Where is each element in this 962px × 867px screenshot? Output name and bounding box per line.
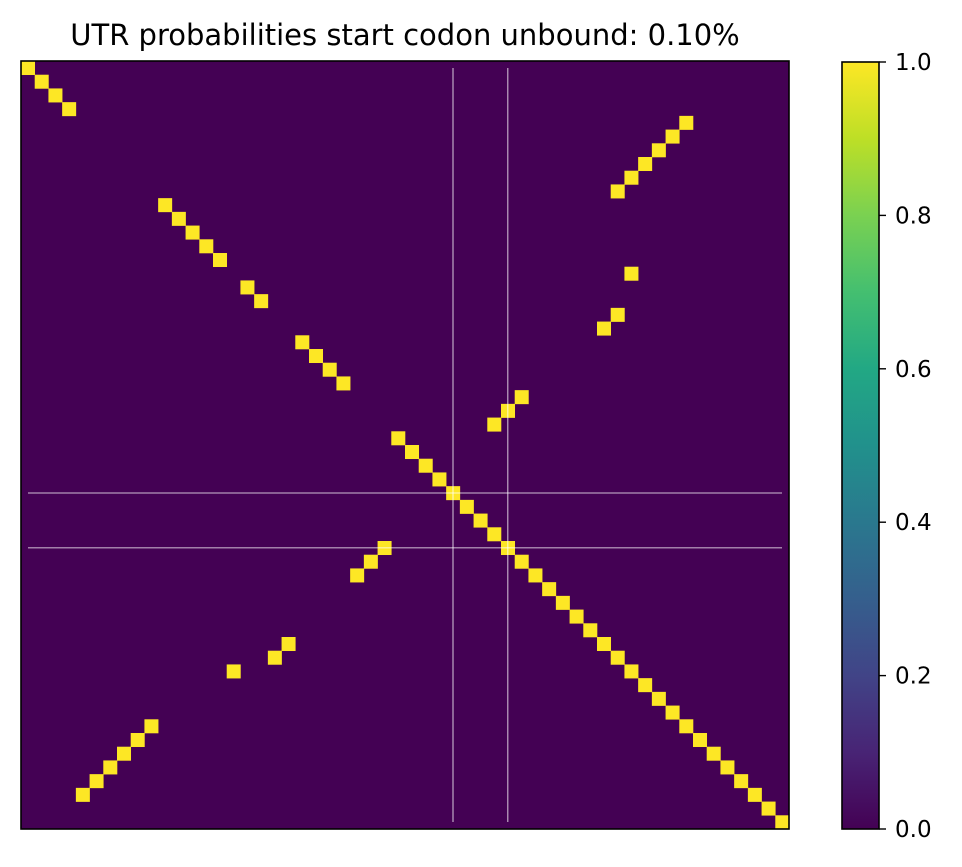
- colorbar-frame: [841, 61, 880, 830]
- heatmap-cell: [514, 390, 529, 405]
- heatmap-cell: [432, 472, 447, 487]
- heatmap-cell: [487, 417, 502, 432]
- heatmap-cell: [638, 157, 653, 172]
- heatmap-cell: [638, 678, 653, 693]
- heatmap-cell: [48, 88, 63, 103]
- heatmap-cell: [679, 719, 694, 734]
- heatmap-cell: [144, 719, 159, 734]
- heatmap-cell: [226, 664, 241, 679]
- heatmap-cell: [158, 198, 173, 213]
- heatmap-cell: [473, 513, 488, 528]
- heatmap-cell: [610, 307, 625, 322]
- heatmap-cell: [706, 746, 721, 761]
- heatmap-cell: [665, 705, 680, 720]
- heatmap-cell: [185, 225, 200, 240]
- heatmap-cell: [459, 499, 474, 514]
- heatmap-cell: [555, 595, 570, 610]
- colorbar-tick-label: 0.2: [895, 664, 932, 690]
- heatmap-cell: [734, 774, 749, 789]
- heatmap-cell: [610, 184, 625, 199]
- heatmap-cell: [322, 362, 337, 377]
- heatmap-cell: [514, 554, 529, 569]
- heatmap-cell: [597, 321, 612, 336]
- heatmap-cell: [363, 554, 378, 569]
- heatmap-cell: [665, 129, 680, 144]
- heatmap-cell: [254, 294, 269, 309]
- colorbar-tick-label: 0.0: [895, 817, 932, 843]
- heatmap-cell: [679, 115, 694, 130]
- heatmap-cell: [569, 609, 584, 624]
- colorbar-tick-label: 0.6: [895, 357, 932, 383]
- heatmap-cell: [336, 376, 351, 391]
- heatmap-cell: [542, 582, 557, 597]
- colorbar-tick-label: 1.0: [895, 50, 932, 76]
- heatmap-plot-area: [20, 60, 790, 830]
- heatmap-cell: [89, 774, 104, 789]
- heatmap-cell: [583, 623, 598, 638]
- heatmap-cell: [75, 787, 90, 802]
- chart-title: UTR probabilities start codon unbound: 0…: [70, 18, 740, 52]
- heatmap-cell: [775, 815, 790, 830]
- colorbar-tick-label: 0.8: [895, 203, 932, 229]
- heatmap-cell: [624, 664, 639, 679]
- heatmap-cell: [171, 211, 186, 226]
- colorbar-gradient: [842, 62, 879, 829]
- heatmap-cell: [747, 787, 762, 802]
- heatmap-cell: [651, 143, 666, 158]
- heatmap-cell: [62, 102, 77, 117]
- heatmap-cell: [281, 637, 296, 652]
- heatmap-cell: [240, 280, 255, 295]
- heatmap-cell: [309, 349, 324, 364]
- heatmap-cell: [418, 458, 433, 473]
- heatmap-cell: [391, 431, 406, 446]
- heatmap-cell: [21, 61, 36, 76]
- heatmap-cell: [405, 445, 420, 460]
- heatmap-cell: [597, 637, 612, 652]
- colorbar-tick-label: 0.4: [895, 510, 932, 536]
- colorbar: 0.0 0.2 0.4 0.6 0.8 1.0: [841, 50, 932, 843]
- heatmap-cell: [528, 568, 543, 583]
- heatmap-cell: [693, 733, 708, 748]
- heatmap-cell: [130, 733, 145, 748]
- heatmap-cell: [610, 650, 625, 665]
- heatmap-cell: [350, 568, 365, 583]
- heatmap-cell: [267, 650, 282, 665]
- heatmap-cell: [624, 170, 639, 185]
- heatmap-cell: [103, 760, 118, 775]
- heatmap-cell: [720, 760, 735, 775]
- heatmap-cell: [199, 239, 214, 254]
- heatmap-cell: [487, 527, 502, 542]
- heatmap-cell: [295, 335, 310, 350]
- heatmap-cell: [34, 74, 49, 89]
- heatmap-cell: [117, 746, 132, 761]
- heatmap-cell: [624, 266, 639, 281]
- heatmap-cell: [651, 691, 666, 706]
- heatmap-cell: [213, 253, 228, 268]
- plot-frame: [20, 60, 790, 830]
- heatmap-cell: [761, 801, 776, 816]
